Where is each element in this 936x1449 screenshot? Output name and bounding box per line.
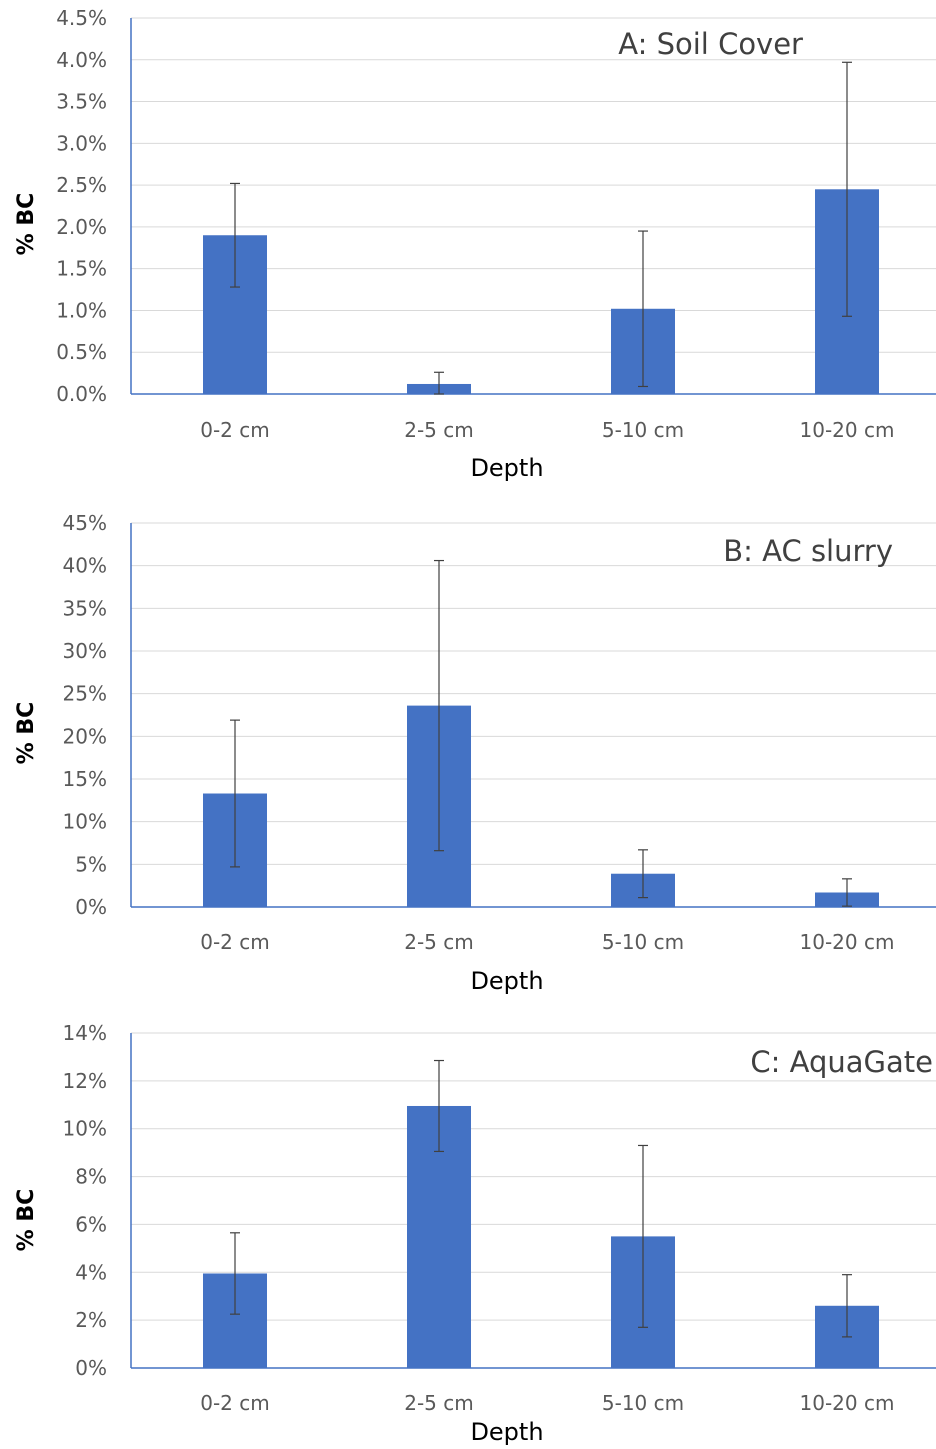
y-tick-label: 3.0% [56, 131, 107, 155]
y-tick-label: 4.5% [56, 6, 107, 30]
x-tick-label: 5-10 cm [602, 930, 684, 954]
y-tick-label: 10% [63, 810, 107, 834]
y-tick-label: 0.0% [56, 382, 107, 406]
x-tick-label: 0-2 cm [200, 418, 270, 442]
x-axis-title: Depth [470, 454, 543, 482]
x-axis-title: Depth [470, 1418, 543, 1446]
y-tick-label: 45% [63, 511, 107, 535]
y-tick-label: 10% [63, 1117, 107, 1141]
y-axis-title: % BC [14, 1189, 39, 1252]
x-tick-label: 2-5 cm [404, 418, 474, 442]
x-tick-label: 5-10 cm [602, 418, 684, 442]
x-tick-label: 0-2 cm [200, 1391, 270, 1415]
y-tick-label: 6% [75, 1212, 107, 1236]
y-axis-title: % BC [14, 702, 39, 765]
y-tick-label: 8% [75, 1165, 107, 1189]
x-tick-label: 2-5 cm [404, 1391, 474, 1415]
chart-panel-3: 0% 2% 4% 6% 8% 10% 12% 14% 0-2 cm 2-5 cm 5-10 cm 10… [14, 1021, 936, 1446]
y-tick-label: 15% [63, 767, 107, 791]
y-tick-label: 25% [63, 682, 107, 706]
y-tick-label: 35% [63, 596, 107, 620]
y-tick-label: 1.0% [56, 298, 107, 322]
y-tick-label: 2.0% [56, 215, 107, 239]
x-tick-label: 10-20 cm [800, 418, 895, 442]
y-tick-label: 20% [63, 724, 107, 748]
x-tick-label: 0-2 cm [200, 930, 270, 954]
y-axis-title: % BC [14, 193, 39, 256]
y-tick-label: 4% [75, 1260, 107, 1284]
chart-panel-1: 0.0% 0.5% 1.0% 1.5% 2.0% 2.5% 3.0% 3.5% 4.0% 4.5%… [14, 6, 936, 482]
y-tick-label: 14% [63, 1021, 107, 1045]
y-tick-label: 0% [75, 895, 107, 919]
y-tick-label: 40% [63, 554, 107, 578]
y-tick-label: 5% [75, 852, 107, 876]
x-tick-label: 2-5 cm [404, 930, 474, 954]
x-tick-label: 5-10 cm [602, 1391, 684, 1415]
y-tick-label: 30% [63, 639, 107, 663]
x-tick-label: 10-20 cm [800, 930, 895, 954]
chart-title: A: Soil Cover [618, 27, 803, 61]
y-tick-label: 1.5% [56, 257, 107, 281]
y-tick-label: 4.0% [56, 48, 107, 72]
x-tick-label: 10-20 cm [800, 1391, 895, 1415]
y-tick-label: 0.5% [56, 340, 107, 364]
chart-title: C: AquaGate [750, 1045, 933, 1079]
y-tick-label: 3.5% [56, 90, 107, 114]
chart-panel-2: 0% 5% 10% 15% 20% 25% 30% 35% 40% 45% 0-2 cm 2-5 cm… [14, 511, 936, 995]
x-axis-title: Depth [470, 967, 543, 995]
y-tick-label: 0% [75, 1356, 107, 1380]
y-tick-label: 2% [75, 1308, 107, 1332]
chart-title: B: AC slurry [723, 534, 893, 568]
y-tick-label: 12% [63, 1069, 107, 1093]
y-tick-label: 2.5% [56, 173, 107, 197]
